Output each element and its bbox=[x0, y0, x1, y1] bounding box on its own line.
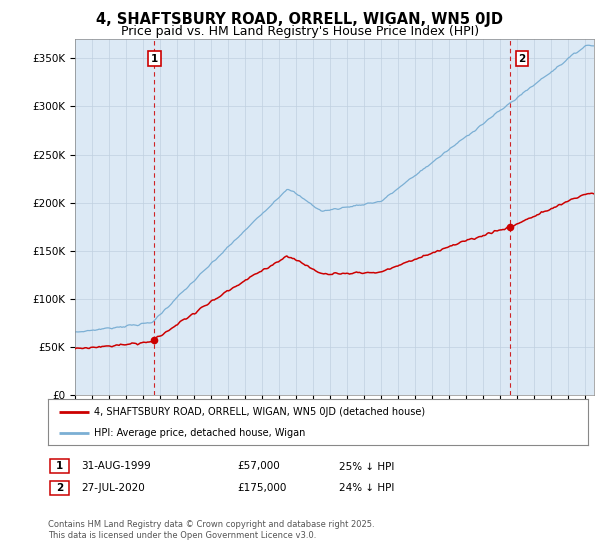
Text: 24% ↓ HPI: 24% ↓ HPI bbox=[339, 483, 394, 493]
Text: 27-JUL-2020: 27-JUL-2020 bbox=[81, 483, 145, 493]
Text: 4, SHAFTSBURY ROAD, ORRELL, WIGAN, WN5 0JD: 4, SHAFTSBURY ROAD, ORRELL, WIGAN, WN5 0… bbox=[97, 12, 503, 27]
Text: 25% ↓ HPI: 25% ↓ HPI bbox=[339, 461, 394, 472]
Text: Price paid vs. HM Land Registry's House Price Index (HPI): Price paid vs. HM Land Registry's House … bbox=[121, 25, 479, 38]
Text: £175,000: £175,000 bbox=[237, 483, 286, 493]
Text: £57,000: £57,000 bbox=[237, 461, 280, 472]
Text: 1: 1 bbox=[151, 54, 158, 64]
Text: 2: 2 bbox=[56, 483, 63, 493]
Text: 1: 1 bbox=[56, 461, 63, 472]
Text: Contains HM Land Registry data © Crown copyright and database right 2025.
This d: Contains HM Land Registry data © Crown c… bbox=[48, 520, 374, 540]
Text: HPI: Average price, detached house, Wigan: HPI: Average price, detached house, Wiga… bbox=[94, 428, 305, 438]
Text: 4, SHAFTSBURY ROAD, ORRELL, WIGAN, WN5 0JD (detached house): 4, SHAFTSBURY ROAD, ORRELL, WIGAN, WN5 0… bbox=[94, 407, 425, 417]
Text: 2: 2 bbox=[518, 54, 526, 64]
Text: 31-AUG-1999: 31-AUG-1999 bbox=[81, 461, 151, 472]
